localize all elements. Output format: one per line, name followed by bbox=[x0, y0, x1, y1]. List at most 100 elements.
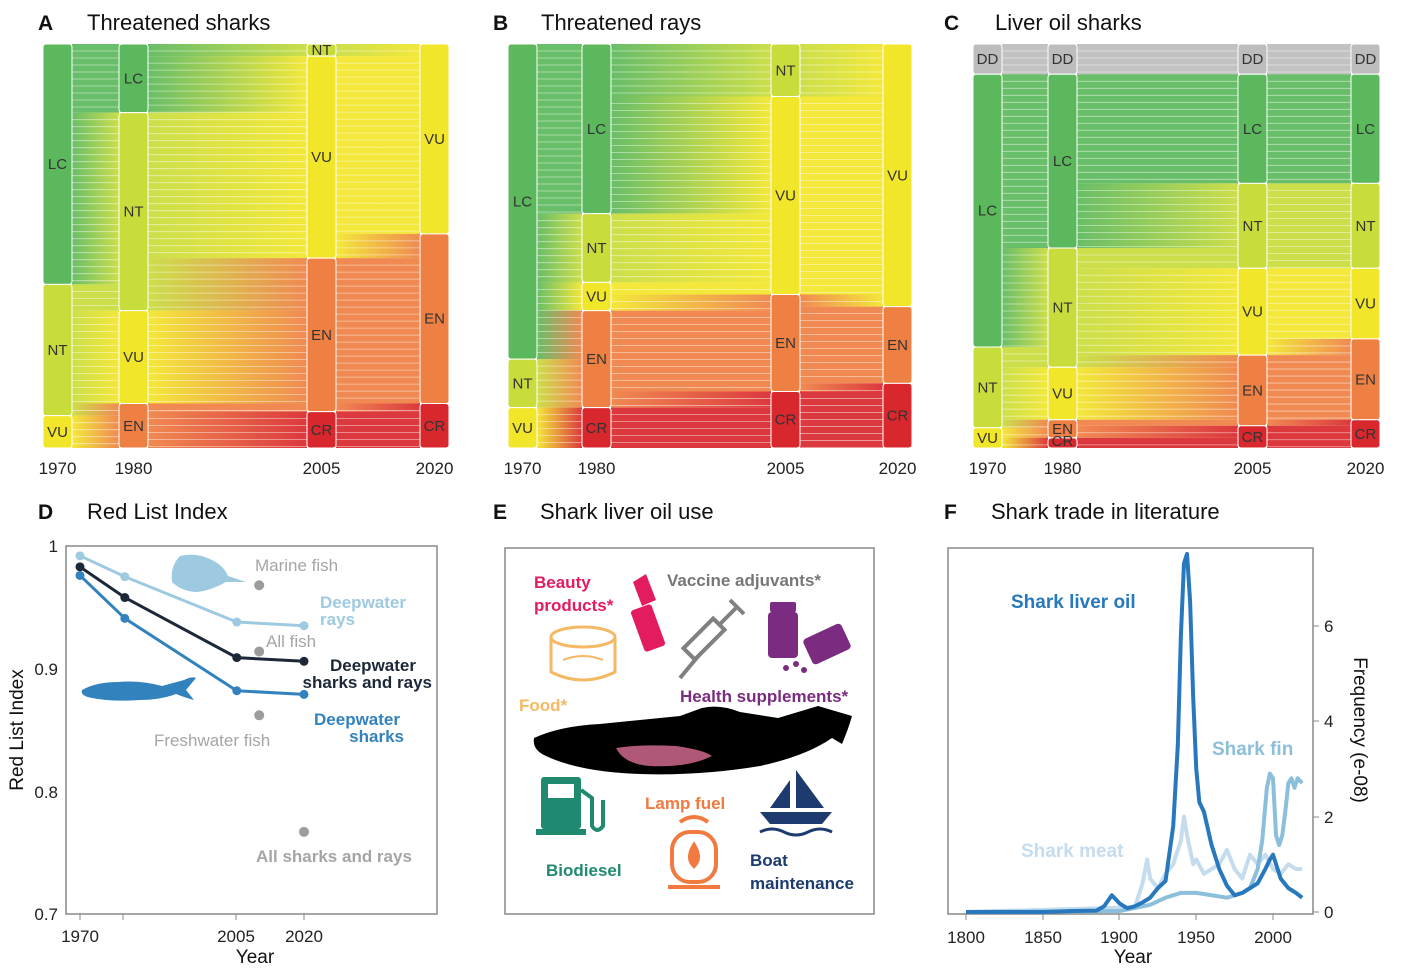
sankey-node-label: VU bbox=[977, 430, 998, 447]
y-tick-label: 0 bbox=[1324, 903, 1333, 922]
y-tick-label: 0.7 bbox=[34, 905, 58, 924]
sankey-flow bbox=[72, 284, 119, 311]
sankey-flow bbox=[537, 407, 582, 448]
sankey-flow bbox=[611, 282, 771, 295]
year-label: 1980 bbox=[1044, 459, 1082, 478]
sankey-node-en bbox=[118, 403, 149, 449]
series-line bbox=[966, 551, 1304, 914]
year-label: 2020 bbox=[1347, 459, 1385, 478]
sankey-node-label: VU bbox=[775, 188, 796, 205]
panel-title: Shark trade in literature bbox=[991, 499, 1220, 524]
sankey-node-label: CR bbox=[1242, 429, 1264, 446]
sankey-node-label: EN bbox=[586, 351, 607, 368]
sankey-node-label: LC bbox=[978, 203, 997, 220]
use-label-boat: Boat bbox=[750, 851, 788, 870]
series-label-marine-fish: Marine fish bbox=[255, 556, 338, 575]
sankey-flow bbox=[611, 391, 771, 408]
sankey-flow bbox=[1077, 367, 1238, 420]
year-label: 1980 bbox=[578, 459, 616, 478]
sankey-node-label: EN bbox=[424, 311, 445, 328]
series-point bbox=[120, 593, 130, 603]
sankey-flow bbox=[1267, 419, 1351, 426]
panel-title: Shark liver oil use bbox=[540, 499, 714, 524]
series-label-shark-fin: Shark fin bbox=[1212, 739, 1293, 760]
sankey-node-label: EN bbox=[775, 335, 796, 352]
panel-letter: B bbox=[493, 12, 508, 35]
sankey-node-cr bbox=[1047, 437, 1078, 449]
series-line bbox=[965, 814, 1303, 914]
sankey-flow bbox=[148, 44, 307, 57]
series-point bbox=[299, 621, 309, 631]
sankey-flow bbox=[1267, 183, 1351, 269]
y-axis-title: Red List Index bbox=[7, 669, 28, 791]
sankey-flow bbox=[336, 411, 420, 448]
sankey-flow bbox=[72, 403, 119, 416]
sailboat-icon bbox=[759, 770, 833, 837]
sankey-flow bbox=[611, 44, 771, 97]
sankey-flow bbox=[1267, 74, 1351, 184]
sankey-node-label: VU bbox=[1355, 296, 1376, 313]
lipstick-icon bbox=[630, 574, 666, 652]
ray-silhouette-icon bbox=[171, 554, 246, 592]
shark-liver-oil-use-panel: E Shark liver oil use Beauty products* V… bbox=[493, 499, 875, 915]
sankey-flow bbox=[336, 258, 420, 404]
panel-title: Liver oil sharks bbox=[995, 10, 1142, 35]
y-tick-label: 6 bbox=[1324, 617, 1333, 636]
sankey-flow bbox=[800, 294, 883, 307]
sankey-node-label: VU bbox=[1052, 385, 1073, 402]
series-label-all-fish: All fish bbox=[266, 632, 316, 651]
sankey-flow bbox=[1077, 268, 1238, 356]
series-point bbox=[299, 689, 309, 699]
sankey-node-label: DD bbox=[977, 51, 999, 68]
reference-point bbox=[254, 646, 265, 657]
sankey-flow bbox=[1267, 425, 1351, 448]
sankey-node-cr bbox=[882, 382, 913, 449]
sankey-flow bbox=[1002, 437, 1048, 448]
sankey-flow bbox=[148, 403, 307, 412]
sankey-node-label: EN bbox=[1052, 421, 1073, 438]
sankey-node-label: DD bbox=[1355, 51, 1377, 68]
sankey-node-label: DD bbox=[1242, 51, 1264, 68]
y-tick-label: 0.9 bbox=[34, 660, 58, 679]
use-label-vaccine: Vaccine adjuvants* bbox=[667, 571, 821, 590]
panel-title: Red List Index bbox=[87, 499, 228, 524]
sankey-flow bbox=[1002, 427, 1048, 438]
sankey-node-label: NT bbox=[1356, 218, 1376, 235]
sankey-node-label: CR bbox=[311, 422, 333, 439]
sankey-node-label: LC bbox=[1243, 121, 1262, 138]
sankey-flow bbox=[1267, 355, 1351, 420]
series-point bbox=[120, 613, 130, 623]
sankey-node-label: EN bbox=[311, 327, 332, 344]
sankey-flow bbox=[336, 44, 420, 57]
series-point bbox=[120, 572, 130, 582]
tin-can-icon bbox=[549, 625, 617, 682]
sankey-flow bbox=[537, 44, 582, 214]
reference-point bbox=[254, 710, 265, 721]
reference-point bbox=[254, 580, 265, 591]
sankey-flow bbox=[1002, 74, 1048, 249]
infographic-frame bbox=[504, 547, 875, 915]
sankey-node-cr bbox=[1350, 419, 1381, 449]
series-point bbox=[232, 617, 242, 627]
x-axis-title: Year bbox=[1114, 947, 1153, 967]
flow-group bbox=[536, 44, 884, 448]
panel-letter: D bbox=[38, 501, 53, 524]
plot-frame bbox=[947, 547, 1314, 915]
flow-group bbox=[71, 44, 421, 448]
panel-title: Threatened rays bbox=[541, 10, 701, 35]
y-tick-label: 1 bbox=[49, 537, 58, 556]
plot-frame bbox=[65, 545, 438, 915]
series-point bbox=[75, 570, 85, 580]
sankey-node-label: DD bbox=[1052, 51, 1074, 68]
series-point bbox=[232, 686, 242, 696]
use-label-beauty: products* bbox=[534, 596, 614, 615]
sankey-node-label: CR bbox=[424, 418, 446, 435]
series-label-deepwater-sharks-rays: Deepwater bbox=[330, 656, 416, 675]
use-label-biodiesel: Biodiesel bbox=[546, 861, 622, 880]
year-label: 1970 bbox=[969, 459, 1007, 478]
supplement-bottles-icon bbox=[768, 602, 851, 673]
shark-silhouette-icon bbox=[533, 706, 852, 775]
series-label-deepwater-rays: rays bbox=[320, 610, 355, 629]
sankey-flow bbox=[1002, 347, 1048, 368]
series-label-deepwater-rays: Deepwater bbox=[320, 593, 406, 612]
